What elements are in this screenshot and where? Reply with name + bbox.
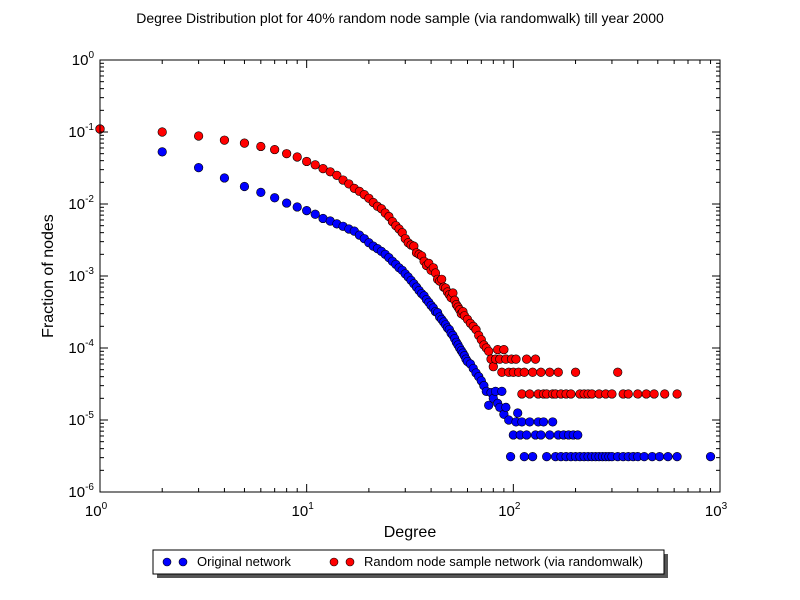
- data-point-s0-84: [522, 430, 532, 440]
- data-point-s1-10: [310, 160, 320, 170]
- data-point-s1-3: [219, 135, 230, 145]
- legend-marker-original-b: [178, 557, 188, 567]
- data-point-s1-85: [530, 354, 541, 364]
- data-point-s1-105: [613, 367, 623, 377]
- data-point-s1-44: [437, 274, 447, 284]
- data-point-s1-104: [607, 389, 617, 399]
- data-point-s0-6: [270, 193, 280, 203]
- data-point-s0-75: [501, 402, 511, 412]
- y-tick-label-4: 10-2: [68, 194, 94, 213]
- data-point-s1-78: [511, 354, 521, 364]
- x-tick-label-0: 100: [85, 501, 108, 520]
- data-point-s0-93: [548, 417, 558, 427]
- legend-marker-random-a: [329, 557, 339, 567]
- data-point-s0-122: [663, 452, 673, 462]
- data-point-s0-3: [219, 173, 230, 183]
- data-point-s0-4: [239, 181, 250, 192]
- legend-label-random: Random node sample network (via randomwa…: [364, 554, 643, 569]
- data-point-s1-112: [672, 389, 682, 399]
- data-point-s0-123: [672, 452, 682, 462]
- data-point-s0-124: [705, 452, 716, 462]
- data-point-s0-85: [525, 417, 535, 427]
- data-point-s0-77: [506, 452, 516, 462]
- data-point-s0-82: [517, 417, 527, 427]
- chart-title: Degree Distribution plot for 40% random …: [136, 10, 664, 26]
- data-point-s1-93: [553, 367, 563, 377]
- data-point-s1-83: [525, 389, 535, 399]
- data-point-s1-107: [623, 389, 633, 399]
- y-tick-label-0: 10-6: [68, 482, 94, 501]
- data-point-s0-90: [538, 417, 549, 427]
- data-point-s0-7: [282, 198, 292, 208]
- data-point-s0-5: [256, 187, 266, 197]
- data-point-s1-80: [517, 389, 527, 399]
- legend-box: [152, 549, 665, 575]
- data-point-s0-80: [513, 408, 523, 418]
- data-point-s1-13: [332, 170, 342, 180]
- data-point-s0-73: [497, 386, 507, 396]
- data-point-s0-10: [310, 209, 320, 219]
- legend-marker-original-a: [162, 557, 172, 567]
- y-axis-label: Fraction of nodes: [40, 214, 57, 338]
- data-point-s1-8: [292, 152, 302, 162]
- data-point-s0-8: [292, 202, 302, 212]
- data-point-s0-1: [157, 147, 167, 157]
- x-tick-label-2: 102: [498, 501, 521, 520]
- y-tick-label-6: 100: [72, 50, 95, 69]
- data-point-s0-121: [654, 452, 665, 462]
- legend-marker-random-b: [345, 557, 355, 567]
- y-tick-label-3: 10-3: [68, 266, 94, 285]
- data-point-s0-2: [194, 163, 204, 173]
- y-tick-label-5: 10-1: [68, 122, 94, 141]
- data-point-s0-92: [545, 430, 555, 440]
- y-tick-label-2: 10-4: [68, 338, 94, 357]
- data-point-s1-90: [545, 367, 555, 377]
- x-tick-label-3: 103: [705, 501, 728, 520]
- data-point-s1-9: [302, 156, 312, 167]
- data-point-s0-9: [302, 205, 312, 216]
- data-point-s0-91: [542, 452, 552, 462]
- legend: Original network Random node sample netw…: [152, 549, 668, 578]
- data-point-s1-6: [270, 144, 280, 155]
- x-tick-label-1: 101: [292, 501, 315, 520]
- data-point-s1-97: [570, 367, 581, 377]
- data-point-s0-86: [528, 452, 538, 462]
- y-tick-label-1: 10-5: [68, 410, 94, 429]
- points-random-sample-network: [95, 124, 682, 399]
- data-point-s1-4: [239, 138, 250, 148]
- data-point-s1-109: [641, 389, 651, 399]
- data-point-s1-81: [519, 367, 529, 377]
- data-point-s1-66: [484, 346, 494, 356]
- data-point-s1-2: [194, 131, 204, 141]
- data-point-s1-82: [522, 354, 532, 364]
- data-point-s1-110: [649, 389, 659, 399]
- data-point-s0-103: [573, 430, 583, 440]
- data-point-s0-119: [639, 452, 649, 462]
- data-point-s1-111: [660, 389, 670, 399]
- data-point-s1-5: [256, 141, 266, 152]
- data-point-s1-84: [528, 367, 538, 377]
- data-point-s0-83: [519, 452, 529, 462]
- data-point-s1-68: [488, 362, 498, 372]
- data-point-s1-73: [499, 345, 509, 355]
- data-point-s0-67: [484, 400, 494, 410]
- data-point-s1-108: [633, 389, 643, 399]
- points-original-network: [95, 124, 716, 462]
- x-axis-label: Degree: [384, 524, 437, 541]
- data-point-s0-89: [536, 430, 546, 440]
- data-point-s1-96: [566, 389, 576, 399]
- data-point-s1-7: [282, 149, 292, 159]
- data-point-s1-1: [157, 127, 167, 137]
- data-point-s1-87: [536, 367, 546, 377]
- legend-label-original: Original network: [197, 554, 291, 569]
